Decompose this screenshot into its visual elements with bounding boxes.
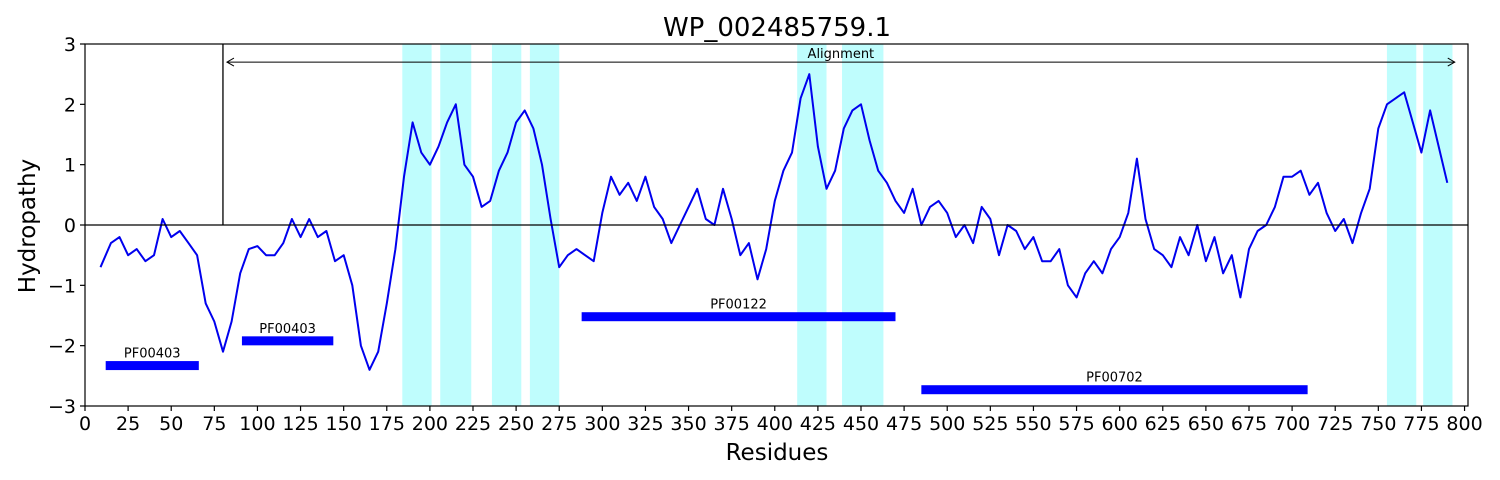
x-axis-label: Residues bbox=[726, 440, 829, 466]
y-axis-label: Hydropathy bbox=[15, 159, 41, 293]
y-tick-label: 3 bbox=[64, 34, 76, 56]
domain-label: PF00403 bbox=[259, 322, 316, 337]
x-tick-label: 100 bbox=[239, 413, 275, 435]
x-tick-label: 725 bbox=[1317, 413, 1353, 435]
x-tick-label: 600 bbox=[1102, 413, 1138, 435]
hydropathy-line bbox=[99, 73, 1449, 371]
alignment-annotation: Alignment bbox=[222, 44, 1456, 225]
x-tick-label: 425 bbox=[800, 413, 836, 435]
y-tick-label: −1 bbox=[48, 275, 76, 297]
domain-bar bbox=[921, 385, 1308, 395]
y-tick-label: −2 bbox=[48, 336, 76, 358]
x-tick-label: 75 bbox=[202, 413, 226, 435]
hydropathy-series bbox=[99, 73, 1449, 371]
y-tick-label: 0 bbox=[64, 215, 76, 237]
x-tick-label: 575 bbox=[1058, 413, 1094, 435]
y-tick-label: 1 bbox=[64, 155, 76, 177]
x-tick-label: 0 bbox=[79, 413, 91, 435]
y-tick-label: 2 bbox=[64, 94, 76, 116]
x-tick-label: 150 bbox=[326, 413, 362, 435]
domain-label: PF00122 bbox=[710, 298, 767, 313]
x-tick-label: 650 bbox=[1188, 413, 1224, 435]
alignment-arrow-head-right bbox=[1447, 57, 1456, 67]
y-tick-label: −3 bbox=[48, 396, 76, 418]
chart-title: WP_002485759.1 bbox=[663, 13, 891, 43]
x-tick-label: 400 bbox=[757, 413, 793, 435]
x-tick-label: 325 bbox=[627, 413, 663, 435]
x-tick-label: 500 bbox=[929, 413, 965, 435]
x-tick-label: 250 bbox=[498, 413, 534, 435]
x-tick-label: 350 bbox=[670, 413, 706, 435]
domain-label: PF00403 bbox=[124, 347, 181, 362]
domain-bar bbox=[105, 361, 199, 371]
x-tick-label: 225 bbox=[455, 413, 491, 435]
x-tick-label: 800 bbox=[1446, 413, 1482, 435]
x-tick-label: 625 bbox=[1145, 413, 1181, 435]
x-tick-label: 775 bbox=[1403, 413, 1439, 435]
x-tick-label: 525 bbox=[972, 413, 1008, 435]
alignment-label: Alignment bbox=[808, 47, 875, 62]
domain-bar bbox=[581, 312, 896, 322]
domain-bar bbox=[241, 336, 334, 346]
x-tick-label: 475 bbox=[886, 413, 922, 435]
x-tick-label: 50 bbox=[159, 413, 183, 435]
x-tick-label: 750 bbox=[1360, 413, 1396, 435]
x-tick-label: 125 bbox=[282, 413, 318, 435]
x-tick-label: 675 bbox=[1231, 413, 1267, 435]
x-tick-label: 550 bbox=[1015, 413, 1051, 435]
x-tick-label: 700 bbox=[1274, 413, 1310, 435]
x-tick-label: 275 bbox=[541, 413, 577, 435]
domain-label: PF00702 bbox=[1086, 371, 1143, 386]
x-tick-label: 300 bbox=[584, 413, 620, 435]
axes: 0 25 50 75 100 125 150 175 200 225 250 275 300 325 350… bbox=[48, 34, 1483, 435]
x-tick-label: 450 bbox=[843, 413, 879, 435]
domain-bars: PF00403 PF00403 PF00122 PF00702 bbox=[105, 298, 1308, 395]
x-tick-label: 375 bbox=[714, 413, 750, 435]
x-tick-label: 200 bbox=[412, 413, 448, 435]
alignment-arrow-head-left bbox=[225, 57, 235, 67]
x-tick-label: 25 bbox=[116, 413, 140, 435]
x-tick-label: 175 bbox=[369, 413, 405, 435]
